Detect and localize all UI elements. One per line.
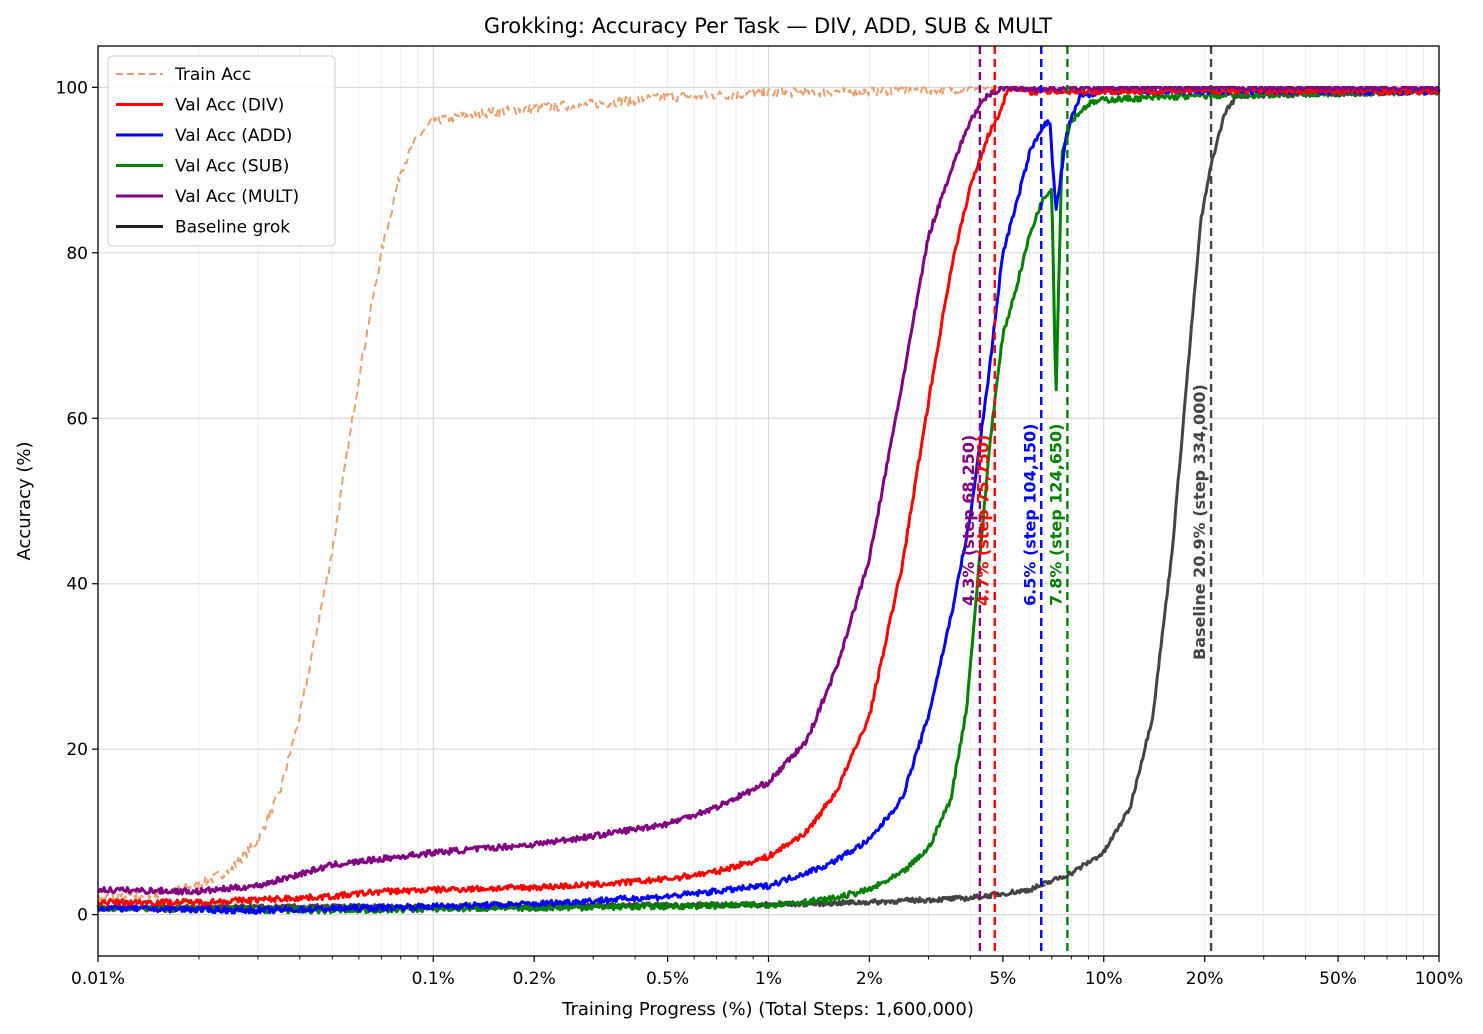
x-tick-label: 20%	[1186, 969, 1224, 989]
legend-box	[107, 55, 336, 247]
legend-label: Val Acc (MULT)	[175, 187, 299, 207]
series-line-div	[96, 85, 1441, 907]
y-axis-label: Accuracy (%)	[14, 441, 35, 560]
threshold-label: 4.7% (step 75,750)	[974, 435, 993, 606]
threshold-lines: 4.3% (step 68,250)4.7% (step 75,750) 6.5%…	[959, 46, 1213, 956]
grid	[97, 46, 1440, 956]
legend-label: Val Acc (SUB)	[175, 157, 289, 177]
y-tick-label: 40	[66, 575, 88, 595]
x-tick-label: 0.2%	[513, 969, 556, 989]
x-tick-label: 0.5%	[646, 969, 689, 989]
x-axis-label: Training Progress (%) (Total Steps: 1,60…	[561, 999, 974, 1020]
y-tick-label: 20	[66, 740, 88, 760]
legend-label: Val Acc (DIV)	[175, 96, 284, 116]
series-lines	[96, 85, 1441, 915]
x-tick-label: 2%	[856, 969, 883, 989]
x-tick-label: 10%	[1085, 969, 1123, 989]
y-tick-label: 100	[56, 78, 88, 98]
x-tick-label: 0.01%	[71, 969, 125, 989]
x-tick-label: 50%	[1319, 969, 1357, 989]
y-tick-label: 60	[66, 409, 88, 429]
legend-label: Train Acc	[174, 65, 251, 85]
series-line-mult	[97, 85, 1440, 896]
y-tick-label: 80	[66, 244, 88, 264]
threshold-label: 7.8% (step 124,650)	[1046, 424, 1065, 607]
x-tick-label: 100%	[1415, 969, 1464, 989]
legend-label: Baseline grok	[175, 218, 290, 238]
y-tick-label: 0	[77, 906, 88, 926]
x-tick-label: 5%	[989, 969, 1016, 989]
x-tick-label: 0.1%	[412, 969, 455, 989]
x-tick-label: 1%	[755, 969, 782, 989]
legend-label: Val Acc (ADD)	[175, 126, 292, 146]
threshold-label: Baseline 20.9% (step 334,000)	[1190, 384, 1209, 660]
threshold-label: 6.5% (step 104,150)	[1020, 424, 1039, 607]
threshold-label: 4.3% (step 68,250)	[959, 435, 978, 606]
chart-title: Grokking: Accuracy Per Task — DIV, ADD, …	[484, 14, 1052, 38]
legend: Train Acc Val Acc (DIV) Val Acc (ADD) Val A…	[107, 55, 336, 247]
axis-ticks: 0.01% 0.1% 0.2% 0.5% 1% 2% 5% 10% 20% 50% 100% 0 20 4…	[56, 78, 1464, 989]
